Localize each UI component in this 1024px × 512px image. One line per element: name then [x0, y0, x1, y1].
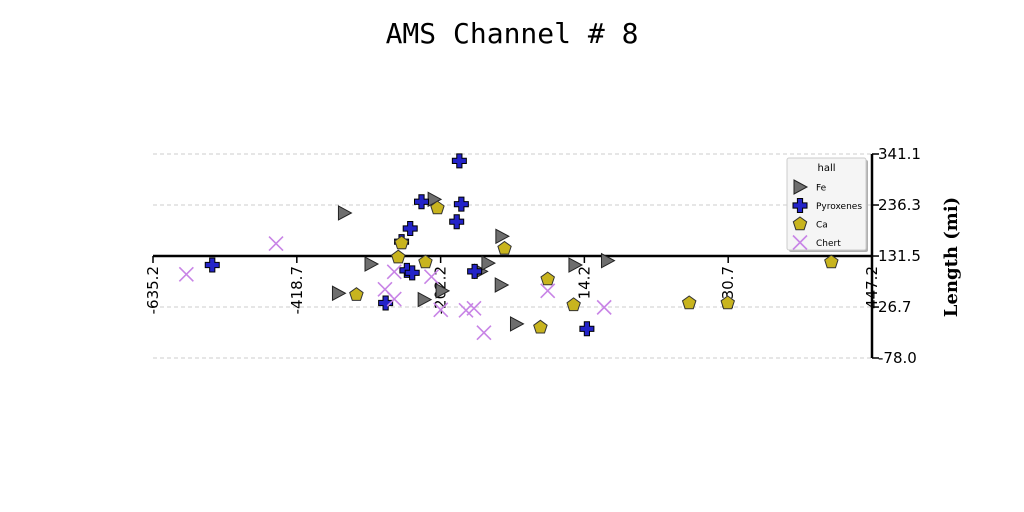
legend-box: [786, 157, 867, 251]
data-point-pyroxenes: [402, 221, 418, 237]
data-point-ca: [394, 235, 409, 250]
data-point-fe: [495, 228, 510, 245]
x-tick-label: 230.7: [719, 266, 737, 309]
legend-marker-fe: [793, 179, 809, 195]
data-point-fe: [509, 316, 525, 332]
data-point-ca: [540, 271, 555, 286]
data-point-pyroxenes: [451, 153, 467, 169]
x-tick-label: -635.2: [144, 266, 162, 314]
data-point-fe: [331, 285, 347, 302]
data-point-pyroxenes: [413, 194, 429, 210]
data-point-ca: [824, 254, 839, 269]
y-axis-label: Length (mi): [941, 197, 962, 317]
data-point-fe: [481, 255, 496, 271]
data-points: [178, 153, 839, 341]
data-point-fe: [600, 252, 616, 269]
y-tick-label: -78.0: [878, 349, 917, 367]
data-point-chert: [268, 236, 284, 252]
series-chert: [178, 236, 612, 341]
data-point-chert: [178, 266, 194, 282]
data-point-chert: [540, 283, 556, 299]
axes: -635.2-418.7-202.214.2230.7447.2341.1236…: [144, 145, 921, 367]
data-point-fe: [364, 256, 380, 272]
data-point-ca: [430, 200, 445, 215]
data-point-chert: [423, 269, 440, 285]
data-point-fe: [417, 291, 433, 308]
data-point-pyroxenes: [404, 265, 420, 281]
data-point-fe: [337, 205, 353, 221]
legend-label-fe: Fe: [816, 184, 827, 194]
data-point-fe: [435, 282, 451, 299]
data-point-fe: [494, 277, 510, 293]
data-point-pyroxenes: [378, 295, 394, 311]
y-tick-label: 341.1: [878, 145, 921, 163]
legend-label-ca: Ca: [816, 221, 828, 231]
y-tick-label: 26.7: [878, 298, 911, 316]
series-ca: [349, 200, 839, 334]
data-point-pyroxenes: [453, 196, 469, 212]
data-point-chert: [596, 299, 612, 315]
data-point-ca: [391, 249, 406, 264]
legend-label-pyroxenes: Pyroxenes: [816, 202, 862, 212]
data-point-chert: [433, 302, 449, 318]
data-point-chert: [386, 291, 402, 307]
legend: hall Fe Pyroxenes Ca Chert: [786, 157, 868, 252]
data-point-pyroxenes: [579, 321, 595, 337]
data-point-ca: [566, 297, 581, 312]
data-point-ca: [533, 319, 548, 334]
x-tick-label: 14.2: [575, 266, 593, 299]
data-point-pyroxenes: [204, 257, 220, 273]
x-tick-label: -418.7: [288, 266, 306, 314]
data-point-ca: [681, 295, 697, 310]
data-point-pyroxenes: [467, 263, 483, 279]
x-tick-label: 447.2: [863, 266, 881, 309]
legend-title: hall: [817, 163, 835, 174]
data-point-pyroxenes: [449, 214, 465, 230]
y-tick-label: 131.5: [878, 247, 921, 265]
data-point-ca: [720, 295, 735, 310]
y-tick-label: 236.3: [878, 196, 921, 214]
data-point-chert: [386, 264, 402, 280]
legend-marker-chert: [792, 234, 808, 251]
data-point-chert: [466, 300, 482, 316]
legend-label-chert: Chert: [816, 239, 841, 249]
data-point-fe: [568, 257, 583, 273]
chart-title: AMS Channel # 8: [386, 17, 639, 50]
data-point-ca: [349, 287, 364, 301]
data-point-chert: [476, 325, 492, 341]
data-point-ca: [418, 254, 433, 269]
legend-marker-ca: [792, 216, 808, 231]
legend-marker-pyroxenes: [792, 198, 808, 213]
data-point-ca: [497, 240, 512, 255]
